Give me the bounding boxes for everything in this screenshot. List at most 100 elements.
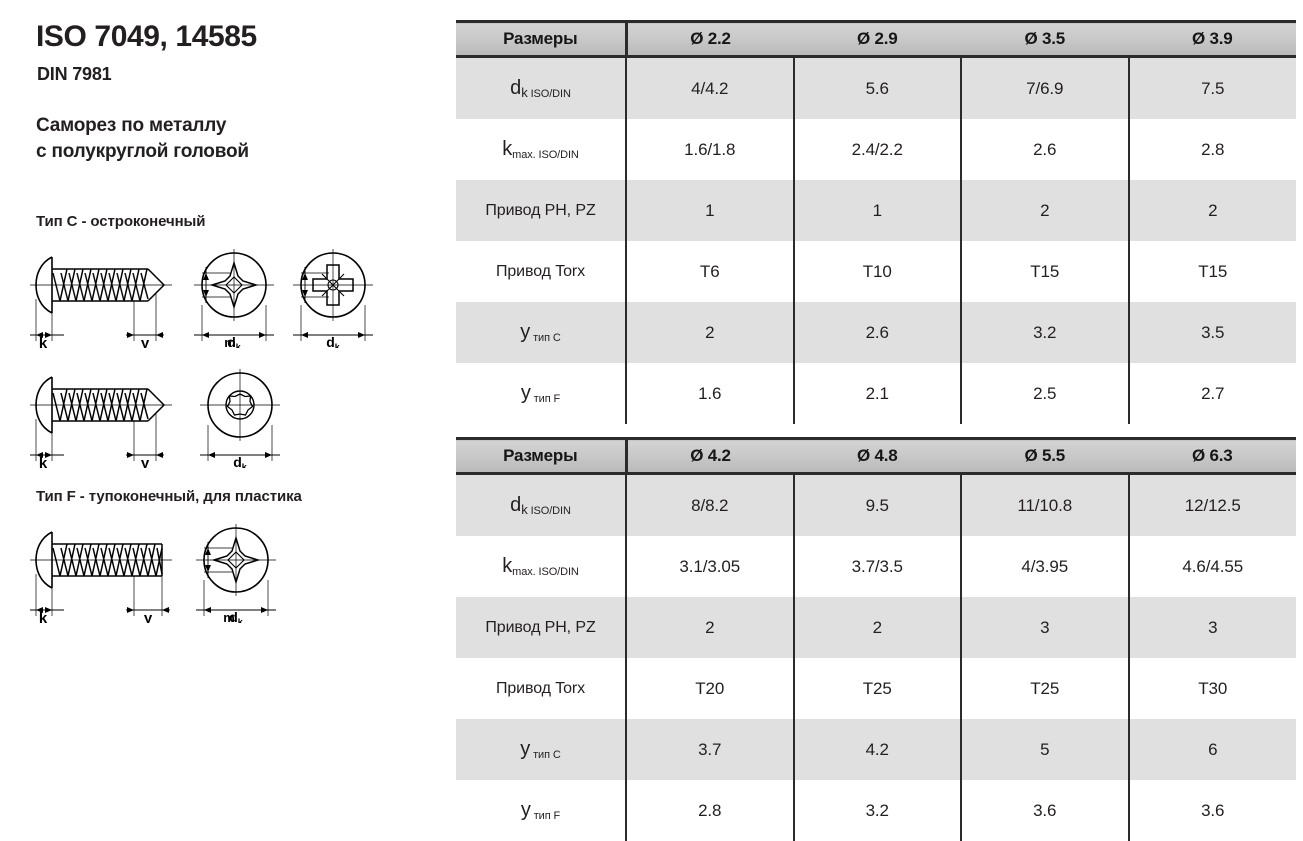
table-1-header-col-3: Ø 3.5 [961, 22, 1129, 57]
cell: 12/12.5 [1129, 474, 1297, 537]
cell: T15 [961, 241, 1129, 302]
cell: 1 [626, 180, 794, 241]
table-2-header-row: Размеры Ø 4.2 Ø 4.8 Ø 5.5 Ø 6.3 [456, 439, 1296, 474]
table-row: kmax. ISO/DIN 1.6/1.8 2.4/2.2 2.6 2.8 [456, 119, 1296, 180]
cell: 1.6/1.8 [626, 119, 794, 180]
row-label-drive-torx: Привод Torx [456, 241, 626, 302]
cell: T25 [794, 658, 962, 719]
row-label-y-type-f: y тип F [456, 780, 626, 841]
cell: 3.2 [794, 780, 962, 841]
table-row: y тип F 1.6 2.1 2.5 2.7 [456, 363, 1296, 424]
cell: 8/8.2 [626, 474, 794, 537]
spec-table-1-wrapper: Размеры Ø 2.2 Ø 2.9 Ø 3.5 Ø 3.9 dk ISO/D… [456, 20, 1296, 424]
type-f-heading: Тип F - тупоконечный, для пластика [36, 488, 302, 505]
cell: 3.2 [961, 302, 1129, 363]
dim-label-dk: dk [233, 454, 248, 468]
cell: T20 [626, 658, 794, 719]
table-1-header-row: Размеры Ø 2.2 Ø 2.9 Ø 3.5 Ø 3.9 [456, 22, 1296, 57]
page-subtitle: DIN 7981 [37, 64, 111, 85]
cell: 3 [1129, 597, 1297, 658]
dim-label-y: y [141, 455, 150, 468]
cell: 3 [961, 597, 1129, 658]
cell: 11/10.8 [961, 474, 1129, 537]
row-label-drive-ph-pz: Привод PH, PZ [456, 180, 626, 241]
cell: 5.6 [794, 57, 962, 120]
table-1-header-col-4: Ø 3.9 [1129, 22, 1297, 57]
product-description: Саморез по металлу с полукруглой головой [36, 113, 249, 165]
cell: 3.7 [626, 719, 794, 780]
table-row: dk ISO/DIN 8/8.2 9.5 11/10.8 12/12.5 [456, 474, 1296, 537]
cell: 3.5 [1129, 302, 1297, 363]
table-1-body: dk ISO/DIN 4/4.2 5.6 7/6.9 7.5 kmax. ISO… [456, 57, 1296, 425]
table-row: y тип F 2.8 3.2 3.6 3.6 [456, 780, 1296, 841]
cell: 2 [626, 597, 794, 658]
table-2-body: dk ISO/DIN 8/8.2 9.5 11/10.8 12/12.5 kma… [456, 474, 1296, 841]
cell: 2 [1129, 180, 1297, 241]
cell: 1.6 [626, 363, 794, 424]
type-c-heading: Тип С - остроконечный [36, 213, 205, 230]
dim-label-k: k [39, 610, 48, 623]
cell: 2.8 [1129, 119, 1297, 180]
table-row: Привод Torx T20 T25 T25 T30 [456, 658, 1296, 719]
cell: 2 [961, 180, 1129, 241]
table-row: Привод Torx T6 T10 T15 T15 [456, 241, 1296, 302]
table-row: kmax. ISO/DIN 3.1/3.05 3.7/3.5 4/3.95 4.… [456, 536, 1296, 597]
cell: 2.1 [794, 363, 962, 424]
table-1-header-col-2: Ø 2.9 [794, 22, 962, 57]
drawing-type-c-row-1: k y m dk dk [30, 243, 400, 348]
table-2-header-col-2: Ø 4.8 [794, 439, 962, 474]
type-f-drawings-svg: k y m dk [30, 518, 320, 623]
dim-label-y: y [144, 610, 153, 623]
dim-label-k: k [39, 335, 48, 348]
table-1-header-label: Размеры [456, 22, 626, 57]
cell: 9.5 [794, 474, 962, 537]
cell: 2.4/2.2 [794, 119, 962, 180]
cell: 1 [794, 180, 962, 241]
table-row: dk ISO/DIN 4/4.2 5.6 7/6.9 7.5 [456, 57, 1296, 120]
row-label-dk: dk ISO/DIN [456, 474, 626, 537]
row-label-drive-ph-pz: Привод PH, PZ [456, 597, 626, 658]
row-label-kmax: kmax. ISO/DIN [456, 119, 626, 180]
cell: 3.7/3.5 [794, 536, 962, 597]
cell: 3.6 [961, 780, 1129, 841]
spec-table-2: Размеры Ø 4.2 Ø 4.8 Ø 5.5 Ø 6.3 dk ISO/D… [456, 437, 1296, 841]
cell: 4/3.95 [961, 536, 1129, 597]
drawing-type-c-row-2: k y dk [30, 363, 320, 468]
page-title: ISO 7049, 14585 [36, 20, 257, 54]
cell: 4.6/4.55 [1129, 536, 1297, 597]
product-description-line-2: с полукруглой головой [36, 139, 249, 165]
table-row: y тип C 2 2.6 3.2 3.5 [456, 302, 1296, 363]
cell: 6 [1129, 719, 1297, 780]
row-label-y-type-c: y тип C [456, 719, 626, 780]
cell: 2.5 [961, 363, 1129, 424]
table-2-header-col-1: Ø 4.2 [626, 439, 794, 474]
cell: T15 [1129, 241, 1297, 302]
spec-table-2-wrapper: Размеры Ø 4.2 Ø 4.8 Ø 5.5 Ø 6.3 dk ISO/D… [456, 437, 1296, 841]
dim-label-k: k [39, 455, 48, 468]
cell: 4.2 [794, 719, 962, 780]
cell: 2.6 [961, 119, 1129, 180]
cell: T25 [961, 658, 1129, 719]
cell: 7/6.9 [961, 57, 1129, 120]
dim-label-y: y [141, 335, 150, 348]
table-2-header-col-3: Ø 5.5 [961, 439, 1129, 474]
type-c-drawings-svg: k y m dk dk [30, 243, 400, 348]
dim-label-dk-1: dk [227, 334, 242, 348]
spec-table-1: Размеры Ø 2.2 Ø 2.9 Ø 3.5 Ø 3.9 dk ISO/D… [456, 20, 1296, 424]
dim-label-dk: dk [229, 609, 244, 623]
cell: 5 [961, 719, 1129, 780]
table-row: Привод PH, PZ 2 2 3 3 [456, 597, 1296, 658]
table-1-header-col-1: Ø 2.2 [626, 22, 794, 57]
dim-label-dk-2: dk [326, 334, 341, 348]
row-label-y-type-c: y тип C [456, 302, 626, 363]
table-2-header-col-4: Ø 6.3 [1129, 439, 1297, 474]
product-description-line-1: Саморез по металлу [36, 113, 249, 139]
row-label-y-type-f: y тип F [456, 363, 626, 424]
cell: 3.1/3.05 [626, 536, 794, 597]
cell: 2.6 [794, 302, 962, 363]
left-panel: ISO 7049, 14585 DIN 7981 Саморез по мета… [0, 0, 455, 837]
cell: 2 [626, 302, 794, 363]
cell: T6 [626, 241, 794, 302]
cell: 3.6 [1129, 780, 1297, 841]
